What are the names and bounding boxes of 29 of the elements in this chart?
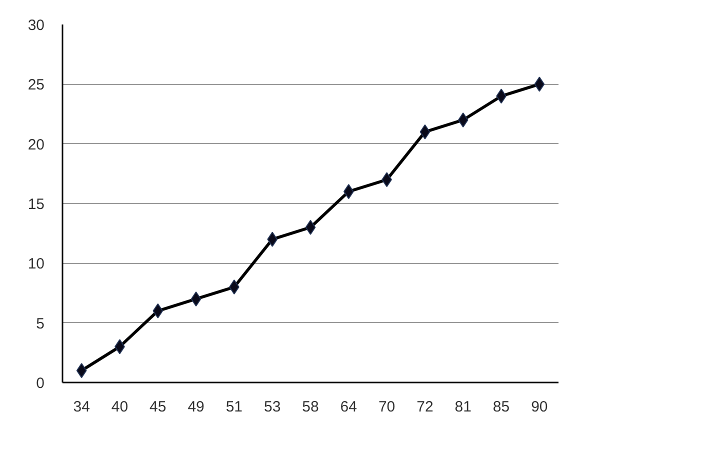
x-tick-label: 53 (264, 398, 281, 416)
x-tick-label: 34 (73, 398, 90, 416)
y-tick-label: 30 (28, 17, 45, 34)
x-tick-label: 81 (454, 398, 472, 416)
point (458, 112, 468, 128)
y-tick-label: 10 (28, 256, 45, 273)
point (343, 184, 354, 200)
x-tick-label: 64 (340, 398, 357, 416)
y-tick-label: 5 (36, 315, 44, 332)
x-tick-label: 40 (111, 398, 128, 416)
x-tick-label: 70 (378, 398, 396, 416)
x-tick-label: 58 (302, 398, 319, 416)
point (267, 232, 278, 247)
x-tick-label: 51 (226, 398, 243, 416)
x-tick-label: 45 (150, 398, 166, 416)
x-tick-label: 72 (416, 398, 434, 416)
point (420, 124, 430, 140)
point (534, 76, 545, 92)
x-tick-label: 85 (492, 398, 510, 416)
point (305, 220, 316, 235)
point (190, 291, 202, 306)
y-tick-label: 0 (36, 375, 44, 392)
y-tick-label: 25 (28, 76, 45, 94)
point (76, 363, 87, 378)
y-tick-label: 15 (28, 196, 45, 213)
point (152, 303, 164, 318)
x-tick-label: 49 (188, 398, 204, 416)
x-tick-label: 90 (531, 398, 548, 416)
y-tick-label: 20 (28, 136, 45, 154)
